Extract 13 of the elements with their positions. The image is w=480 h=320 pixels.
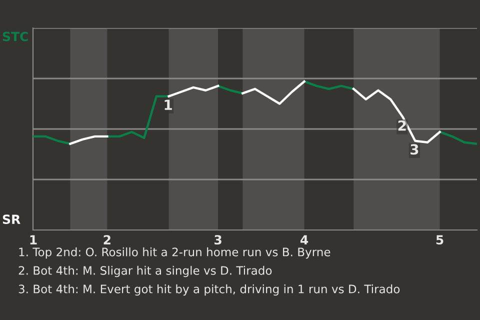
annotation: 1	[164, 100, 172, 110]
annotation: 3	[410, 144, 418, 155]
x-tick-label: 5	[436, 235, 444, 245]
text: 2. Bot 4th: M. Sligar hit a single vs D. Tirado	[18, 266, 272, 278]
x-tick-label: 1	[30, 235, 37, 244]
text: STC	[2, 32, 28, 42]
text: SR	[2, 214, 20, 224]
x-tick-label: 3	[214, 235, 222, 245]
text: 3. Bot 4th: M. Evert got hit by a pitch, driving in 1 run vs D. Tirado	[18, 284, 400, 296]
x-tick-label: 2	[104, 235, 110, 244]
annotation: 2	[398, 120, 406, 131]
x-tick-label: 4	[300, 235, 308, 244]
text: 1. Top 2nd: O. Rosillo hit a 2-run home run vs B. Byrne	[19, 247, 330, 259]
